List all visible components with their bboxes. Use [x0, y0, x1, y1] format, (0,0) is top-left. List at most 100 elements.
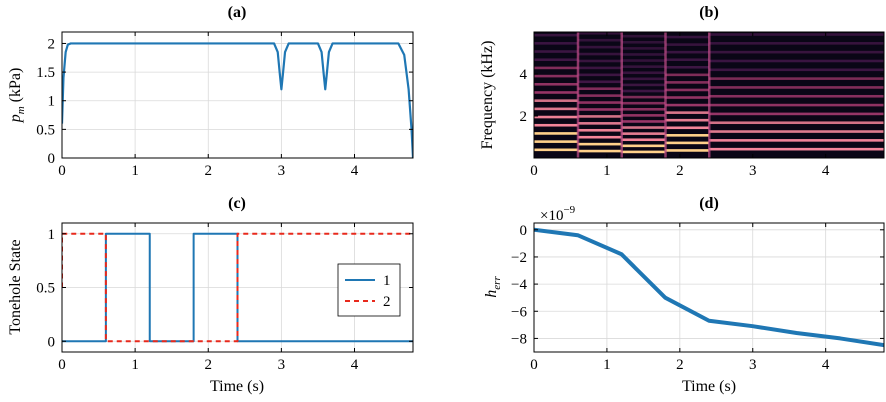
harmonic-band: [577, 115, 622, 118]
d-xtick-label-1: 1: [603, 357, 611, 373]
harmonic-band: [534, 140, 578, 143]
harmonic-band: [577, 142, 622, 146]
harmonic-band: [577, 87, 622, 90]
harmonic-band: [709, 103, 884, 107]
harmonic-band: [621, 126, 666, 129]
harmonic-band: [709, 147, 884, 151]
panel-b-title: (b): [699, 4, 719, 21]
onset-transient: [620, 32, 623, 158]
harmonic-band: [709, 68, 884, 72]
harmonic-band: [621, 53, 666, 56]
harmonic-band: [577, 32, 622, 35]
harmonic-band: [709, 50, 884, 54]
harmonic-band: [577, 135, 622, 139]
harmonic-band: [665, 58, 709, 62]
harmonic-band: [621, 40, 666, 44]
harmonic-band: [665, 126, 709, 130]
harmonic-band: [534, 58, 578, 62]
harmonic-band: [577, 80, 622, 84]
harmonic-band: [621, 34, 666, 38]
b-xtick-label-0: 0: [530, 163, 538, 179]
harmonic-band: [665, 149, 709, 152]
panel-a-frame: [61, 31, 414, 159]
harmonic-band: [621, 107, 666, 111]
harmonic-band: [534, 107, 578, 111]
panel-d: (d) ×10−9 0 1 2 3 4 0 −2 −4 −6 −8 herr Time (s): [483, 195, 885, 395]
harmonic-band: [709, 139, 884, 142]
harmonic-band: [665, 111, 709, 114]
c-xtick-label-0: 0: [58, 357, 66, 373]
d-ytick-label-1: −2: [511, 250, 527, 266]
d-series-1-line: [534, 227, 884, 348]
panel-a-ylabel: pm (kPa): [7, 68, 27, 124]
harmonic-band: [621, 144, 666, 148]
harmonic-band: [621, 120, 666, 123]
harmonic-band: [665, 141, 709, 145]
harmonic-band: [622, 29, 666, 32]
legend-box: [337, 263, 401, 317]
b-xtick-label-3: 3: [749, 163, 757, 179]
panel-b-ylabel: Frequency (kHz): [479, 41, 496, 150]
c-xtick-label-4: 4: [351, 357, 359, 373]
legend-label-2: 2: [383, 294, 391, 310]
harmonic-band: [534, 91, 578, 94]
onset-transient: [708, 32, 711, 158]
panel-a: (a) 0 1 2 3 4 0 0.5 1 1.5 2 pm (kPa): [7, 4, 414, 179]
c-ytick-label-2: 1: [48, 227, 56, 243]
a-ytick-label-2: 1: [48, 94, 56, 110]
panel-d-frame: [533, 222, 885, 353]
a-xtick-label-1: 1: [131, 163, 139, 179]
harmonic-band: [709, 94, 884, 98]
panel-d-ylabel: herr: [483, 276, 503, 298]
harmonic-band: [577, 45, 622, 49]
a-xtick-label-2: 2: [205, 163, 213, 179]
harmonic-band: [534, 50, 578, 53]
harmonic-band: [577, 108, 622, 111]
harmonic-band: [665, 65, 709, 69]
harmonic-band: [709, 121, 884, 125]
b-xtick-label-4: 4: [822, 163, 830, 179]
harmonic-band: [709, 59, 884, 63]
d-xtick-label-3: 3: [749, 357, 757, 373]
harmonic-band: [577, 59, 622, 63]
harmonic-band: [621, 150, 666, 154]
harmonic-band: [621, 138, 666, 142]
harmonic-band: [534, 115, 578, 119]
harmonic-band: [534, 33, 578, 37]
harmonic-band: [709, 86, 884, 89]
harmonic-band: [577, 149, 622, 153]
a-ytick-label-1: 0.5: [36, 122, 55, 138]
harmonic-band: [665, 73, 709, 77]
harmonic-band: [577, 122, 622, 125]
d-xtick-label-0: 0: [530, 357, 538, 373]
harmonic-band: [621, 77, 666, 81]
a-series-1-line: [62, 42, 413, 158]
a-xtick-label-0: 0: [58, 163, 66, 179]
panel-d-multiplier: ×10−9: [540, 204, 576, 224]
harmonic-band: [621, 114, 666, 117]
d-xtick-label-2: 2: [676, 357, 684, 373]
harmonic-band: [534, 74, 578, 78]
harmonic-band: [621, 65, 666, 68]
c-xtick-label-2: 2: [205, 357, 213, 373]
harmonic-band: [621, 47, 666, 50]
harmonic-band: [709, 42, 884, 45]
d-xtick-label-4: 4: [822, 357, 830, 373]
panel-c-title: (c): [228, 195, 246, 212]
d-ytick-label-3: −6: [511, 304, 527, 320]
harmonic-band: [665, 81, 709, 84]
harmonic-band: [577, 101, 622, 104]
harmonic-band: [665, 28, 709, 31]
panel-d-xlabel: Time (s): [682, 378, 736, 395]
harmonic-band: [709, 130, 884, 133]
harmonic-band: [577, 94, 622, 97]
panel-b: (b) 0 1 2 3 4 2 4 Frequency (kHz): [479, 4, 885, 179]
harmonic-band: [665, 43, 709, 46]
panel-b-frame: [533, 31, 885, 159]
onset-transient: [576, 32, 580, 158]
panel-c: (c) 0 1 2 3 4 0 0.5 1 Tonehole State Time (s) 1…: [7, 195, 414, 395]
panel-c-ylabel: Tonehole State: [7, 239, 24, 334]
c-xtick-label-1: 1: [131, 357, 139, 373]
harmonic-band: [621, 89, 666, 93]
